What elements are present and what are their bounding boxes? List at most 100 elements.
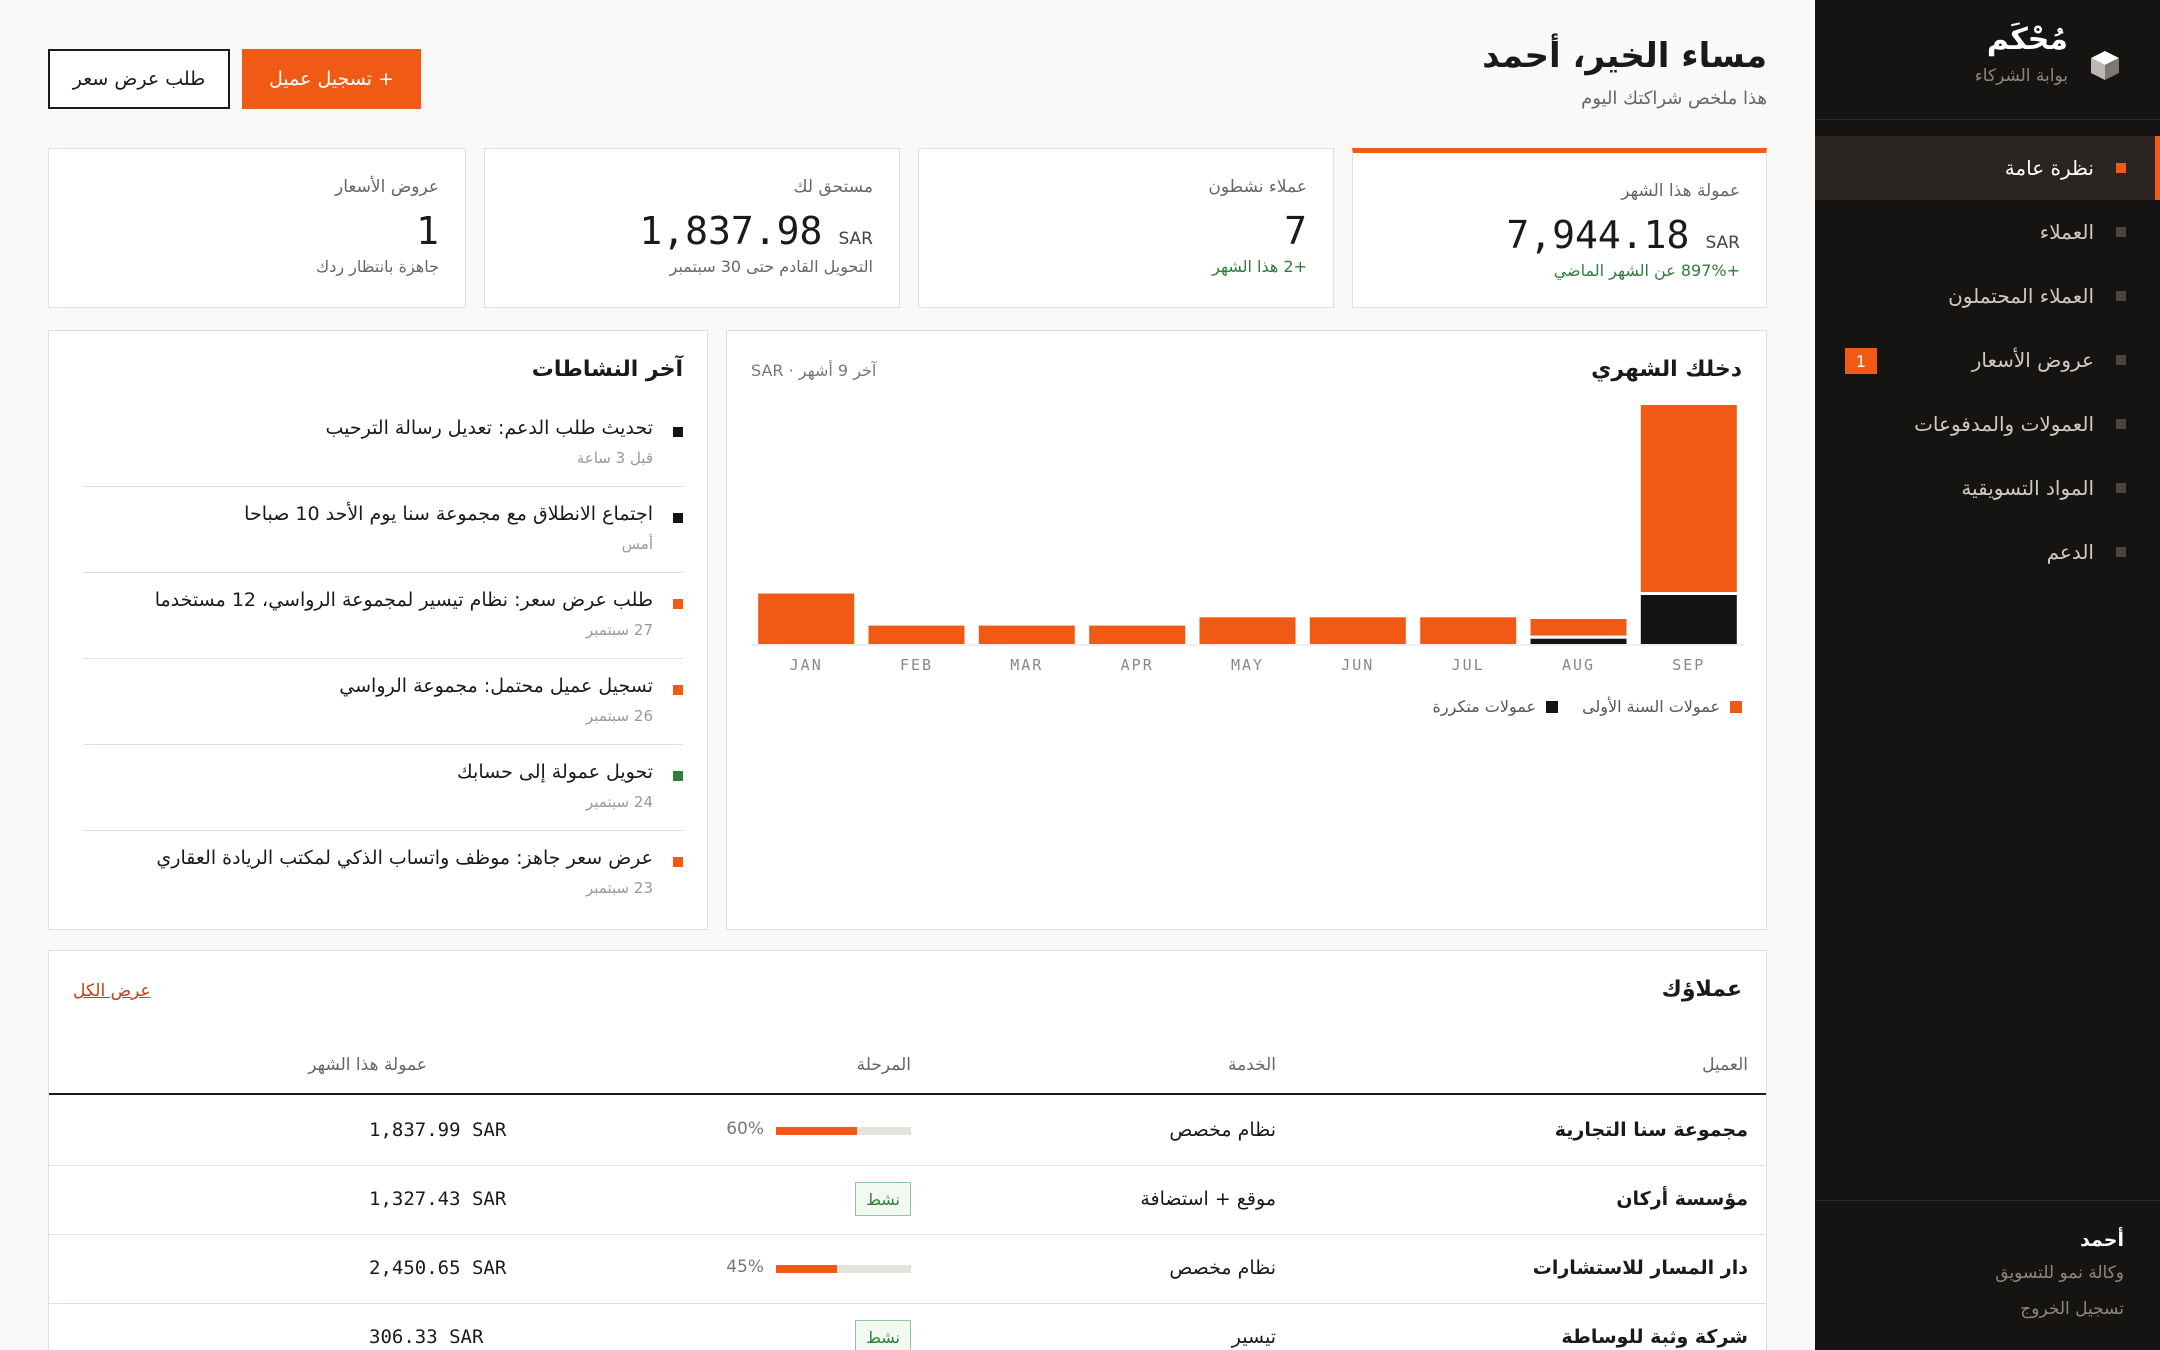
- kpi-number: 1: [416, 209, 439, 253]
- table-row[interactable]: مؤسسة أركان موقع + استضافة نشط 1,327.43 …: [49, 1166, 1766, 1235]
- sidebar-item-label: العمولات والمدفوعات: [1914, 412, 2094, 436]
- activity-item[interactable]: تحديث طلب الدعم: تعديل رسالة الترحيب قبل…: [83, 401, 683, 487]
- user-organization: وكالة نمو للتسويق: [1995, 1263, 2124, 1283]
- activity-time: قبل 3 ساعة: [576, 449, 653, 467]
- page-title: مساء الخير، أحمد: [1482, 36, 1767, 76]
- x-tick-label: APR: [1121, 656, 1154, 674]
- table-row[interactable]: شركة وثبة للوساطة تيسير نشط 306.33 SAR: [49, 1304, 1766, 1350]
- x-tick-label: MAY: [1231, 656, 1264, 674]
- brand: مُحْكَم بوابة الشركاء: [1815, 0, 2160, 120]
- client-name: مؤسسة أركان: [1616, 1188, 1748, 1210]
- sidebar-item-commissions[interactable]: العمولات والمدفوعات: [1815, 392, 2160, 456]
- legend-label: عمولات متكررة: [1432, 697, 1537, 716]
- page-subtitle: هذا ملخص شراكتك اليوم: [1581, 88, 1767, 109]
- activity-text: تحويل عمولة إلى حسابك: [457, 761, 653, 783]
- table-row[interactable]: دار المسار للاستشارات نظام مخصص 45% 2,45…: [49, 1235, 1766, 1304]
- client-service: نظام مخصص: [1169, 1257, 1276, 1279]
- bullet-icon: [2116, 483, 2126, 493]
- activity-text: تسجيل عميل محتمل: مجموعة الرواسي: [339, 675, 653, 697]
- bar-feb-first-year: [868, 625, 965, 644]
- view-all-link[interactable]: عرض الكل: [73, 981, 151, 1001]
- main-content: مساء الخير، أحمد هذا ملخص شراكتك اليوم +…: [48, 36, 1767, 1350]
- sidebar-item-clients[interactable]: العملاء: [1815, 200, 2160, 264]
- activity-item[interactable]: تحويل عمولة إلى حسابك 24 سبتمبر: [83, 745, 683, 831]
- activity-time: 24 سبتمبر: [586, 793, 653, 811]
- activity-list: تحديث طلب الدعم: تعديل رسالة الترحيب قبل…: [83, 401, 683, 917]
- client-name: شركة وثبة للوساطة: [1561, 1326, 1748, 1348]
- stage-progress-bar: [776, 1265, 911, 1273]
- kpi-currency: SAR: [1705, 233, 1740, 253]
- kpi-number: 7: [1284, 209, 1307, 253]
- kpi-note: التحويل القادم حتى 30 سبتمبر: [669, 257, 873, 276]
- bullet-icon: [2116, 291, 2126, 301]
- legend-item-first-year: عمولات السنة الأولى: [1582, 697, 1742, 716]
- kpi-note: +897% عن الشهر الماضي: [1553, 261, 1740, 280]
- activity-text: اجتماع الانطلاق مع مجموعة سنا يوم الأحد …: [244, 503, 653, 525]
- column-header-stage: المرحلة: [856, 1055, 911, 1075]
- user-panel: أحمد وكالة نمو للتسويق تسجيل الخروج: [1815, 1200, 2160, 1350]
- request-quote-button[interactable]: طلب عرض سعر: [48, 49, 230, 109]
- x-tick-label: MAR: [1010, 656, 1043, 674]
- kpi-label: عملاء نشطون: [1208, 177, 1307, 197]
- logout-link[interactable]: تسجيل الخروج: [2020, 1299, 2124, 1319]
- column-header-service: الخدمة: [1227, 1055, 1276, 1075]
- legend-swatch: [1730, 700, 1742, 713]
- table-row[interactable]: مجموعة سنا التجارية نظام مخصص 60% 1,837.…: [49, 1097, 1766, 1166]
- client-commission: 1,327.43 SAR: [369, 1188, 507, 1210]
- bullet-icon: [2116, 547, 2126, 557]
- kpi-number: 7,944.18: [1506, 213, 1690, 257]
- kpi-card-due: مستحق لك 1,837.98 SAR التحويل القادم حتى…: [484, 148, 900, 308]
- status-badge: نشط: [855, 1182, 911, 1216]
- kpi-number: 1,837.98: [639, 209, 823, 253]
- kpi-label: مستحق لك: [793, 177, 873, 197]
- x-tick-label: JUN: [1341, 656, 1374, 674]
- client-service: تيسير: [1231, 1326, 1276, 1348]
- bullet-icon: [2116, 227, 2126, 237]
- client-commission: 2,450.65 SAR: [369, 1257, 507, 1279]
- sidebar-item-overview[interactable]: نظرة عامة: [1815, 136, 2160, 200]
- sidebar-item-label: المواد التسويقية: [1961, 476, 2094, 500]
- activity-panel: آخر النشاطات تحديث طلب الدعم: تعديل رسال…: [48, 330, 708, 930]
- bar-may-first-year: [1199, 617, 1296, 644]
- activity-item[interactable]: اجتماع الانطلاق مع مجموعة سنا يوم الأحد …: [83, 487, 683, 573]
- kpi-note: +2 هذا الشهر: [1212, 257, 1307, 276]
- chart-legend: عمولات السنة الأولى عمولات متكررة: [1433, 697, 1742, 716]
- status-badge: نشط: [855, 1320, 911, 1350]
- activity-title: آخر النشاطات: [531, 357, 683, 382]
- bar-aug-first-year: [1530, 619, 1627, 636]
- income-bar-chart: JAN FEB MAR APR MAY JUN JUL AUG SEP: [751, 405, 1744, 674]
- bar-jan-first-year: [758, 593, 855, 644]
- register-client-button[interactable]: + تسجيل عميل: [242, 49, 421, 109]
- bullet-icon: [2116, 419, 2126, 429]
- kpi-value: 7,944.18 SAR: [1506, 213, 1740, 257]
- activity-item[interactable]: عرض سعر جاهز: موظف واتساب الذكي لمكتب ال…: [83, 831, 683, 917]
- chart-title: دخلك الشهري: [1591, 357, 1742, 382]
- activity-time: أمس: [621, 535, 653, 553]
- kpi-currency: SAR: [838, 229, 873, 249]
- sidebar-item-quotes[interactable]: عروض الأسعار 1: [1815, 328, 2160, 392]
- sidebar-item-marketing[interactable]: المواد التسويقية: [1815, 456, 2160, 520]
- x-tick-label: FEB: [900, 656, 933, 674]
- sidebar-item-label: الدعم: [2046, 540, 2094, 564]
- x-tick-label: JAN: [790, 656, 823, 674]
- brand-subtitle: بوابة الشركاء: [1974, 66, 2068, 86]
- activity-item[interactable]: طلب عرض سعر: نظام تيسير لمجموعة الرواسي،…: [83, 573, 683, 659]
- stage-progress-bar: [776, 1127, 911, 1135]
- client-name: دار المسار للاستشارات: [1532, 1257, 1748, 1279]
- activity-marker-icon: [673, 685, 683, 695]
- legend-label: عمولات السنة الأولى: [1582, 697, 1720, 716]
- bullet-icon: [2116, 355, 2126, 365]
- user-name: أحمد: [2080, 1229, 2124, 1251]
- sidebar-item-label: العملاء: [2039, 220, 2094, 244]
- sidebar-item-leads[interactable]: العملاء المحتملون: [1815, 264, 2160, 328]
- sidebar-item-support[interactable]: الدعم: [1815, 520, 2160, 584]
- kpi-card-monthly-commission: عمولة هذا الشهر 7,944.18 SAR +897% عن ال…: [1352, 148, 1767, 308]
- activity-text: تحديث طلب الدعم: تعديل رسالة الترحيب: [325, 417, 653, 439]
- monthly-income-panel: دخلك الشهري آخر 9 أشهر · SAR JAN FEB MAR AP…: [726, 330, 1767, 930]
- activity-item[interactable]: تسجيل عميل محتمل: مجموعة الرواسي 26 سبتم…: [83, 659, 683, 745]
- kpi-value: 1: [416, 209, 439, 253]
- column-header-client: العميل: [1702, 1055, 1748, 1075]
- bar-sep-first-year: [1640, 405, 1737, 592]
- kpi-value: 7: [1284, 209, 1307, 253]
- bar-sep-recurring: [1640, 595, 1737, 644]
